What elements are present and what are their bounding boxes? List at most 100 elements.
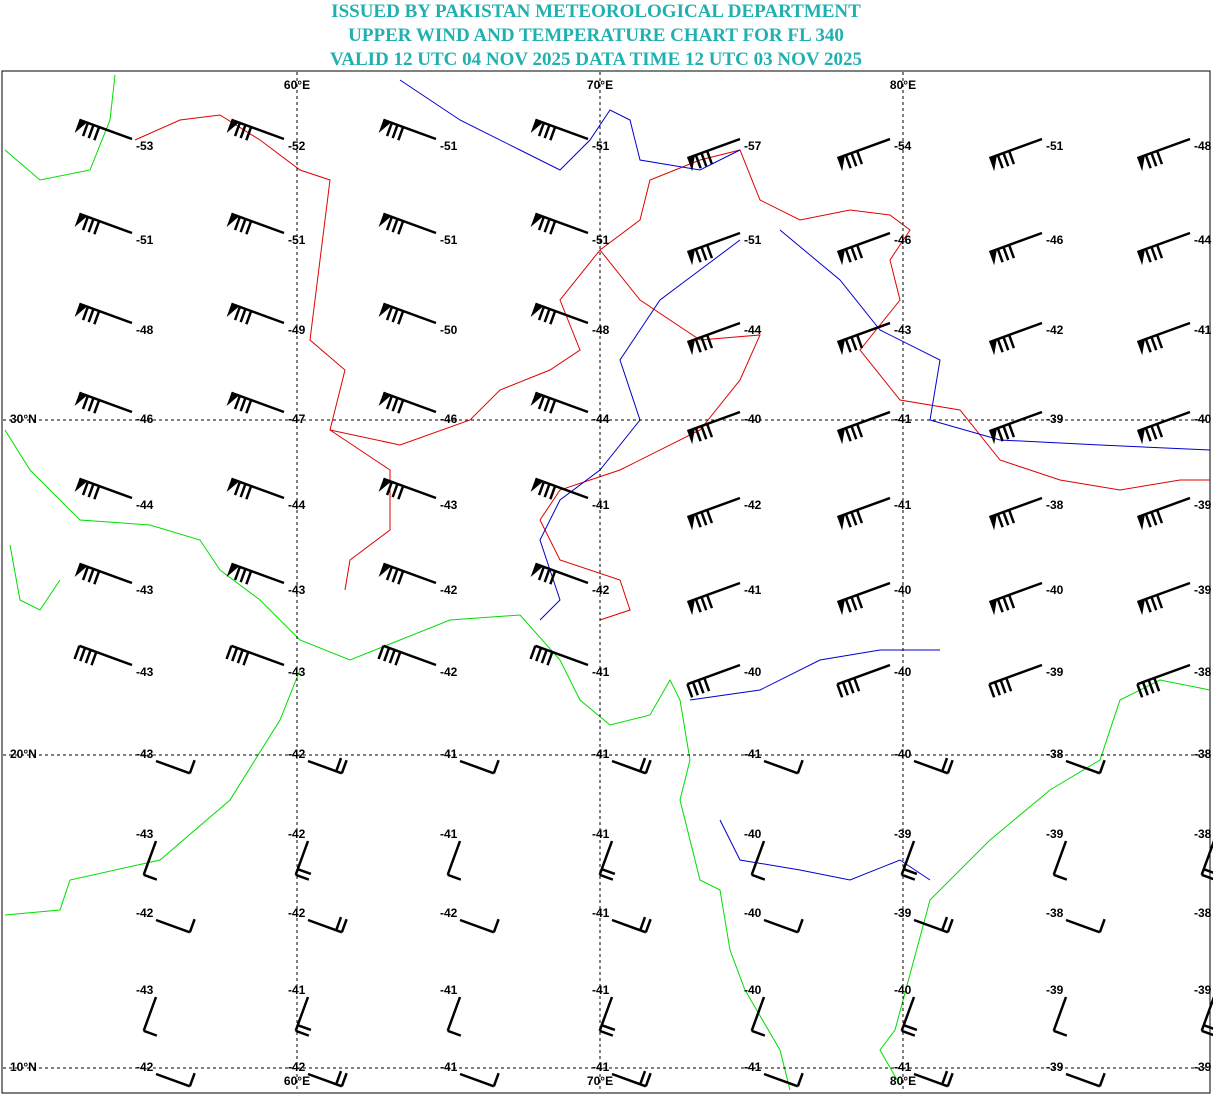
temperature: -40 (894, 583, 912, 597)
temperature: -41 (592, 827, 610, 841)
river (399, 79, 741, 171)
wind-barb (836, 496, 891, 528)
temperature: -47 (288, 412, 306, 426)
wind-barb (611, 916, 652, 934)
wind-pennant (837, 249, 845, 266)
temperature: -38 (1194, 665, 1212, 679)
temperature: -48 (592, 323, 610, 337)
temperature: -44 (1194, 233, 1212, 247)
temperature: -42 (136, 1060, 154, 1074)
wind-pennant (837, 514, 845, 531)
wind-pennant (1137, 155, 1145, 172)
temperature: -42 (744, 498, 762, 512)
wind-pennant (687, 428, 695, 445)
map-frame (1, 70, 1211, 1094)
wind-barb (459, 1072, 500, 1088)
wind-barb (611, 1070, 652, 1088)
temperature: -39 (1194, 583, 1212, 597)
temperature: -39 (1046, 412, 1064, 426)
wind-barb (1136, 410, 1191, 442)
longitude-label: 60°E (284, 78, 310, 92)
wind-barb (1200, 840, 1213, 881)
temperature: -44 (744, 323, 762, 337)
wind-barb (155, 759, 196, 775)
border (539, 249, 761, 621)
wind-pennant (74, 303, 87, 318)
wind-barb (446, 840, 462, 881)
wind-barb (611, 757, 652, 775)
wind-pennant (1137, 339, 1145, 356)
wind-barb (988, 321, 1043, 353)
wind-barb (307, 757, 348, 775)
wind-barb (382, 118, 437, 141)
temperature: -39 (1046, 827, 1064, 841)
wind-pennant (74, 478, 87, 493)
wind-pennant (989, 155, 997, 172)
title-line: VALID 12 UTC 04 NOV 2025 DATA TIME 12 UT… (330, 49, 862, 70)
temperature: -42 (440, 906, 458, 920)
longitude-label: 70°E (587, 1074, 613, 1088)
wind-barb (230, 391, 285, 414)
temperature: -40 (1194, 412, 1212, 426)
wind-barb (382, 302, 437, 325)
wind-pennant (378, 392, 391, 407)
wind-pennant (74, 213, 87, 228)
wind-barb (225, 644, 285, 667)
wind-pennant (74, 563, 87, 578)
wind-barb (836, 321, 891, 353)
wind-pennant (226, 478, 239, 493)
temperature: -43 (136, 583, 154, 597)
wind-barb (307, 1070, 348, 1088)
temperature: -38 (1194, 906, 1212, 920)
wind-barb (78, 302, 133, 325)
coastline (879, 679, 1211, 1086)
wind-barb (1136, 231, 1191, 263)
temperature: -41 (744, 583, 762, 597)
wind-barb (836, 231, 891, 263)
temperature: -51 (440, 233, 458, 247)
temperature: -38 (1194, 827, 1212, 841)
wind-barb (988, 410, 1043, 442)
wind-barb (78, 562, 133, 585)
wind-pennant (837, 155, 845, 172)
temperature: -51 (440, 139, 458, 153)
wind-barb (1065, 1072, 1106, 1088)
wind-barb (142, 996, 158, 1037)
temperature: -41 (744, 747, 762, 761)
wind-barb (686, 321, 741, 353)
temperature: -40 (744, 983, 762, 997)
temperature: -40 (894, 983, 912, 997)
temperature: -38 (1046, 906, 1064, 920)
temperature: -39 (1046, 1060, 1064, 1074)
latitude-label: 10°N (10, 1060, 37, 1074)
temperature: -44 (288, 498, 306, 512)
river (779, 229, 1211, 451)
map-layer: 60°E 60°E 70°E 70°E 80°E 80°E 30°N 20°N 10°N -53 -… (3, 72, 1213, 1092)
wind-barb (529, 644, 589, 667)
wind-barb (988, 581, 1043, 613)
wind-barb (1065, 759, 1106, 775)
temperature: -44 (592, 412, 610, 426)
wind-pennant (74, 392, 87, 407)
temperature: -51 (744, 233, 762, 247)
wind-barb (913, 916, 954, 934)
temperature: -40 (894, 747, 912, 761)
wind-pennant (530, 478, 543, 493)
temperature: -43 (136, 827, 154, 841)
wind-pennant (530, 213, 543, 228)
temperature: -40 (744, 412, 762, 426)
temperature: -41 (440, 1060, 458, 1074)
wind-barb (686, 581, 741, 613)
temperature: -51 (288, 233, 306, 247)
wind-pennant (687, 514, 695, 531)
wind-barb (686, 410, 741, 442)
temperature: -41 (744, 1060, 762, 1074)
wind-pennant (1137, 599, 1145, 616)
wind-barb (382, 562, 437, 585)
temperature: -41 (894, 1060, 912, 1074)
wind-barb (836, 137, 891, 169)
coastline (4, 74, 116, 181)
temperature: -41 (894, 412, 912, 426)
temperature: -44 (136, 498, 154, 512)
